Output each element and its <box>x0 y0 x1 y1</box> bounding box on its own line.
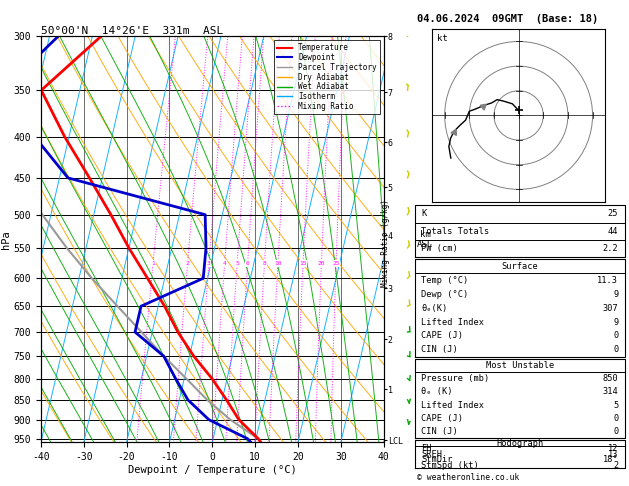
Text: Mixing Ratio (g/kg): Mixing Ratio (g/kg) <box>381 199 390 287</box>
Text: Lifted Index: Lifted Index <box>421 317 484 327</box>
Text: 314: 314 <box>603 387 618 397</box>
Text: CAPE (J): CAPE (J) <box>421 414 464 423</box>
Text: SREH: SREH <box>421 450 442 459</box>
X-axis label: Dewpoint / Temperature (°C): Dewpoint / Temperature (°C) <box>128 465 297 475</box>
Text: Lifted Index: Lifted Index <box>421 400 484 410</box>
Text: 10: 10 <box>274 261 282 266</box>
Text: 15: 15 <box>299 261 307 266</box>
Text: CIN (J): CIN (J) <box>421 345 458 354</box>
Text: 25: 25 <box>332 261 340 266</box>
Text: 25: 25 <box>608 209 618 218</box>
Text: Temp (°C): Temp (°C) <box>421 276 469 285</box>
Text: Surface: Surface <box>501 262 538 271</box>
Text: 9: 9 <box>613 317 618 327</box>
Text: 0: 0 <box>613 427 618 436</box>
Text: 9: 9 <box>613 290 618 299</box>
Text: Pressure (mb): Pressure (mb) <box>421 374 489 383</box>
Legend: Temperature, Dewpoint, Parcel Trajectory, Dry Adiabat, Wet Adiabat, Isotherm, Mi: Temperature, Dewpoint, Parcel Trajectory… <box>274 40 380 114</box>
Text: 1: 1 <box>151 261 155 266</box>
Text: Most Unstable: Most Unstable <box>486 361 554 370</box>
Text: EH: EH <box>421 444 432 453</box>
Text: 18°: 18° <box>603 455 618 464</box>
Text: 44: 44 <box>608 227 618 236</box>
Text: 0: 0 <box>613 331 618 340</box>
Text: 4: 4 <box>223 261 226 266</box>
Text: Hodograph: Hodograph <box>496 439 543 448</box>
Text: Totals Totals: Totals Totals <box>421 227 489 236</box>
Text: 8: 8 <box>262 261 266 266</box>
Text: 2.2: 2.2 <box>603 244 618 253</box>
Text: 50°00'N  14°26'E  331m  ASL: 50°00'N 14°26'E 331m ASL <box>41 26 223 35</box>
Text: 0: 0 <box>613 345 618 354</box>
Text: 5: 5 <box>613 400 618 410</box>
Text: 5: 5 <box>235 261 239 266</box>
Text: θₑ(K): θₑ(K) <box>421 304 448 312</box>
Text: 13: 13 <box>608 450 618 459</box>
Text: 04.06.2024  09GMT  (Base: 18): 04.06.2024 09GMT (Base: 18) <box>417 14 598 24</box>
Text: 6: 6 <box>246 261 250 266</box>
Text: θₑ (K): θₑ (K) <box>421 387 453 397</box>
Text: 307: 307 <box>603 304 618 312</box>
Text: CIN (J): CIN (J) <box>421 427 458 436</box>
Text: 20: 20 <box>318 261 325 266</box>
Text: CAPE (J): CAPE (J) <box>421 331 464 340</box>
Text: 12: 12 <box>608 444 618 453</box>
Y-axis label: km
ASL: km ASL <box>417 230 433 249</box>
Text: K: K <box>421 209 426 218</box>
Text: 0: 0 <box>613 414 618 423</box>
Text: Dewp (°C): Dewp (°C) <box>421 290 469 299</box>
Text: StmSpd (kt): StmSpd (kt) <box>421 461 479 469</box>
Text: StmDir: StmDir <box>421 455 453 464</box>
Text: 3: 3 <box>207 261 211 266</box>
Y-axis label: hPa: hPa <box>1 230 11 249</box>
Text: 850: 850 <box>603 374 618 383</box>
Text: 2: 2 <box>613 461 618 469</box>
Text: 2: 2 <box>186 261 189 266</box>
Text: kt: kt <box>437 35 448 43</box>
Text: 11.3: 11.3 <box>598 276 618 285</box>
Text: © weatheronline.co.uk: © weatheronline.co.uk <box>417 473 520 482</box>
Text: PW (cm): PW (cm) <box>421 244 458 253</box>
